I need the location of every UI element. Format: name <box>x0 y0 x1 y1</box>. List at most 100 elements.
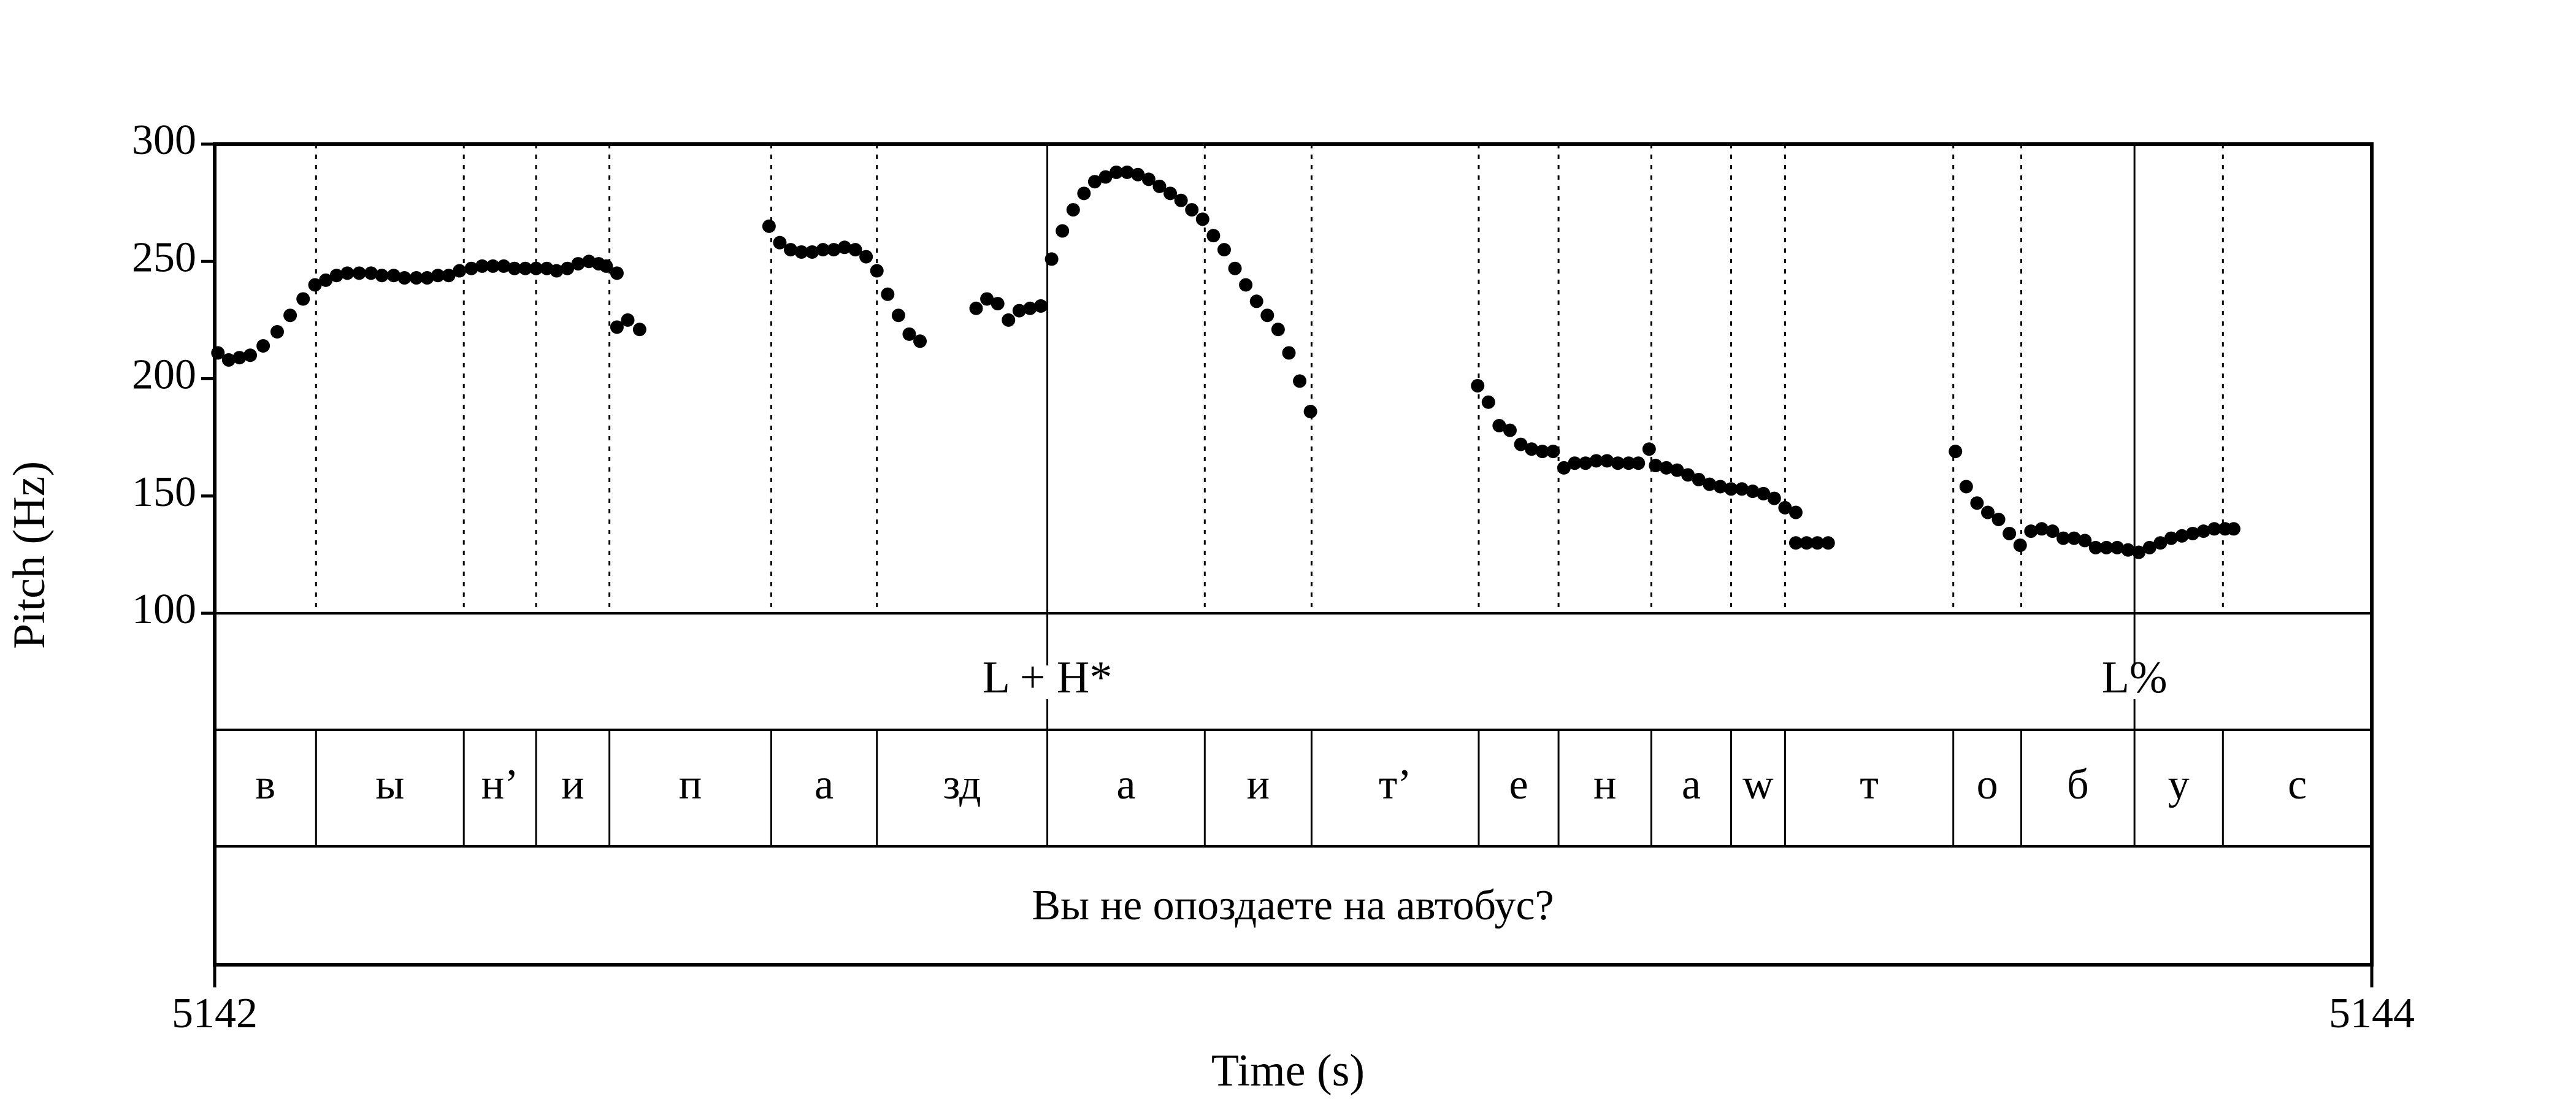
pitch-point-17 <box>409 271 423 285</box>
pitch-point-139 <box>2132 545 2146 559</box>
pitch-point-98 <box>1589 454 1603 468</box>
pitch-point-15 <box>386 269 401 283</box>
pitch-point-128 <box>2013 538 2027 553</box>
pitch-point-111 <box>1724 482 1738 496</box>
pitch-point-65 <box>1077 186 1091 201</box>
pitch-point-9 <box>319 273 333 287</box>
pitch-point-100 <box>1611 456 1625 470</box>
pitch-point-125 <box>1980 505 1995 519</box>
phone-label-10: е <box>1509 761 1528 808</box>
pitch-point-95 <box>1557 461 1571 475</box>
phone-label-14: т <box>1860 761 1879 808</box>
pitch-point-91 <box>1514 437 1528 451</box>
y-tick-label-100: 100 <box>132 586 196 633</box>
pitch-point-84 <box>1282 346 1296 360</box>
pitch-point-86 <box>1303 405 1317 419</box>
y-tick-label-300: 300 <box>132 117 196 164</box>
phone-label-2: н’ <box>481 761 519 808</box>
pitch-point-77 <box>1206 229 1221 243</box>
y-tick-label-200: 200 <box>132 351 196 399</box>
tone-label-1: L% <box>2102 653 2168 703</box>
pitch-point-70 <box>1131 167 1145 182</box>
pitch-point-64 <box>1066 203 1080 217</box>
phone-label-6: зд <box>943 761 981 808</box>
pitch-point-136 <box>2099 540 2114 554</box>
pitch-point-124 <box>1970 496 1984 510</box>
pitch-point-103 <box>1642 442 1656 456</box>
pitch-point-2 <box>232 351 247 365</box>
pitch-point-113 <box>1746 485 1760 499</box>
pitch-point-120 <box>1811 536 1825 550</box>
pitch-point-126 <box>1991 513 2006 526</box>
pitch-point-57 <box>991 297 1005 311</box>
pitch-point-90 <box>1503 423 1517 437</box>
pitch-point-135 <box>2088 540 2103 554</box>
phone-label-12: а <box>1682 761 1701 808</box>
pitch-point-114 <box>1757 486 1771 500</box>
pitch-point-12 <box>352 266 366 280</box>
pitch-point-82 <box>1260 308 1275 323</box>
pitch-point-97 <box>1579 456 1593 470</box>
pitch-point-35 <box>599 259 613 273</box>
pitch-point-78 <box>1217 243 1231 257</box>
pitch-point-141 <box>2153 536 2168 550</box>
pitch-point-43 <box>794 245 808 259</box>
pitch-point-119 <box>1800 536 1814 550</box>
pitch-point-110 <box>1713 480 1727 494</box>
pitch-point-50 <box>870 264 884 278</box>
pitch-point-105 <box>1659 461 1673 475</box>
pitch-point-94 <box>1546 445 1560 459</box>
pitch-point-6 <box>283 308 297 323</box>
pitch-point-44 <box>805 245 819 259</box>
pitch-point-143 <box>2175 529 2189 543</box>
interval-boundaries <box>315 144 2224 846</box>
pitch-point-112 <box>1735 482 1749 496</box>
pitch-point-62 <box>1045 252 1059 266</box>
x-tick-label-end: 5144 <box>2329 990 2415 1037</box>
phone-label-16: б <box>2067 761 2089 808</box>
pitch-point-19 <box>431 269 445 283</box>
phone-label-5: а <box>815 761 834 808</box>
tone-tier: L + H* L% <box>983 613 2168 730</box>
x-tick-label-start: 5142 <box>172 990 258 1037</box>
pitch-point-115 <box>1767 491 1781 505</box>
pitch-point-132 <box>2057 531 2071 545</box>
pitch-point-23 <box>475 259 489 273</box>
pitch-point-42 <box>784 243 798 257</box>
phone-label-4: п <box>679 761 702 808</box>
pitch-point-96 <box>1568 456 1582 470</box>
pitch-point-87 <box>1471 378 1485 393</box>
pitch-point-88 <box>1481 395 1495 409</box>
pitch-point-10 <box>329 269 343 283</box>
pitch-point-52 <box>891 308 905 323</box>
pitch-point-116 <box>1778 500 1792 515</box>
pitch-point-101 <box>1622 456 1636 470</box>
pitch-point-68 <box>1110 165 1124 179</box>
pitch-point-81 <box>1249 294 1263 308</box>
phone-label-7: а <box>1116 761 1135 808</box>
pitch-point-1 <box>221 353 236 367</box>
pitch-point-54 <box>913 334 927 348</box>
x-axis-title: Time (s) <box>1211 1046 1365 1096</box>
pitch-point-67 <box>1098 170 1113 184</box>
pitch-point-99 <box>1600 454 1614 468</box>
pitch-point-26 <box>507 261 521 275</box>
pitch-point-63 <box>1056 224 1070 238</box>
pitch-point-92 <box>1525 442 1539 456</box>
pitch-point-72 <box>1152 179 1167 193</box>
pitch-point-4 <box>256 339 270 353</box>
phone-label-8: и <box>1247 761 1270 808</box>
pitch-point-140 <box>2142 540 2156 554</box>
phone-label-3: и <box>561 761 584 808</box>
pitch-point-76 <box>1195 212 1209 226</box>
pitch-point-30 <box>550 264 564 278</box>
pitch-point-106 <box>1670 463 1684 477</box>
pitch-point-27 <box>518 261 532 275</box>
pitch-point-75 <box>1185 203 1199 217</box>
pitch-point-79 <box>1228 261 1242 275</box>
pitch-point-45 <box>816 243 830 257</box>
pitch-point-28 <box>529 261 543 275</box>
phone-tier: в ы н’ и п а зд а и т’ е н а w т о б у с <box>255 761 2307 808</box>
pitch-point-142 <box>2164 531 2178 545</box>
